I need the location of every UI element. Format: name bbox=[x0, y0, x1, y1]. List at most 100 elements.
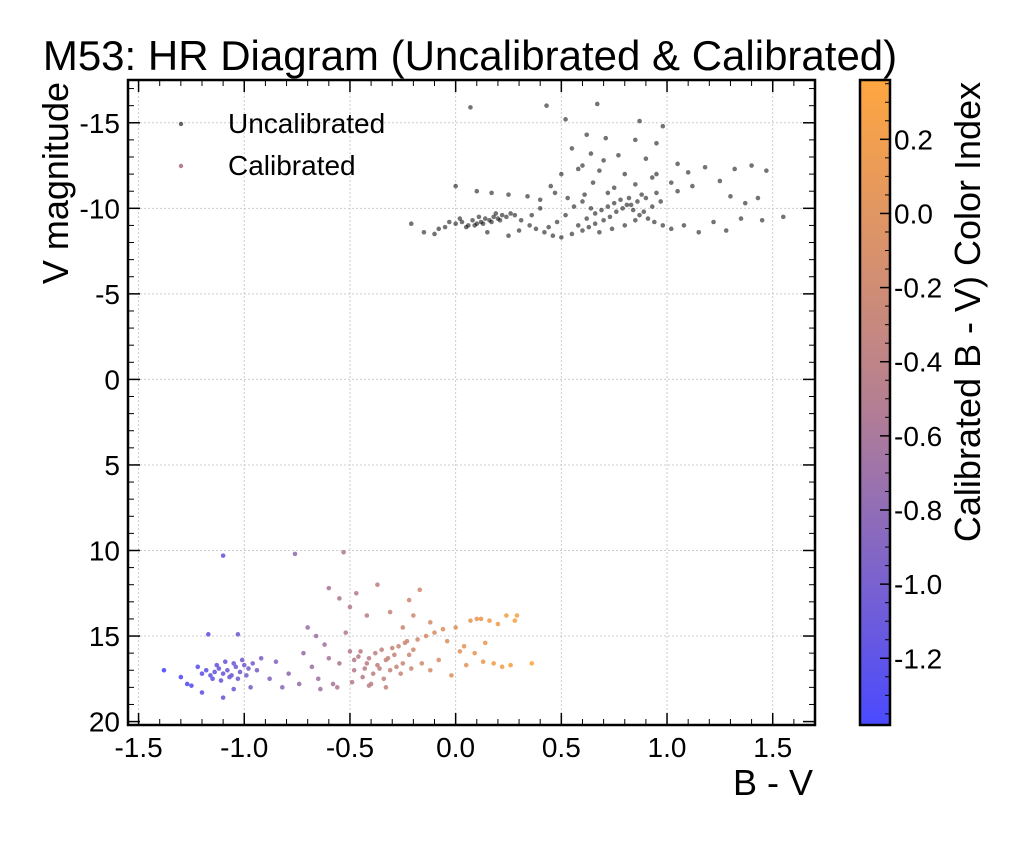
uncalibrated-point bbox=[649, 204, 655, 209]
x-axis-label: B - V bbox=[733, 762, 813, 803]
uncalibrated-point bbox=[605, 204, 611, 209]
uncalibrated-point bbox=[652, 219, 657, 225]
calibrated-point bbox=[415, 637, 420, 642]
calibrated-point bbox=[313, 633, 319, 639]
calibrated-point bbox=[351, 657, 357, 663]
calibrated-point bbox=[241, 662, 247, 668]
calibrated-point bbox=[400, 661, 406, 666]
uncalibrated-point bbox=[491, 214, 496, 220]
colorbar-tick-label: 0.0 bbox=[894, 198, 933, 229]
calibrated-point bbox=[203, 667, 209, 673]
uncalibrated-point bbox=[780, 214, 786, 220]
calibrated-point bbox=[444, 638, 450, 644]
uncalibrated-point bbox=[643, 156, 649, 162]
calibrated-point bbox=[389, 645, 395, 651]
uncalibrated-point bbox=[728, 194, 733, 199]
uncalibrated-point bbox=[421, 229, 427, 235]
calibrated-point bbox=[208, 673, 213, 678]
uncalibrated-point bbox=[485, 229, 490, 235]
uncalibrated-point bbox=[518, 217, 524, 223]
calibrated-point bbox=[334, 685, 340, 690]
calibrated-point bbox=[309, 664, 315, 670]
calibrated-point bbox=[396, 643, 401, 649]
uncalibrated-point bbox=[493, 211, 499, 216]
legend-marker-calibrated bbox=[178, 163, 184, 169]
uncalibrated-point bbox=[611, 185, 617, 191]
calibrated-point bbox=[400, 625, 406, 630]
uncalibrated-point bbox=[586, 224, 592, 230]
calibrated-point bbox=[216, 666, 222, 671]
calibrated-point bbox=[220, 695, 226, 700]
uncalibrated-point bbox=[559, 235, 564, 240]
uncalibrated-point bbox=[565, 195, 570, 201]
calibrated-point bbox=[326, 585, 332, 591]
calibrated-point bbox=[356, 654, 361, 659]
calibrated-point bbox=[218, 678, 224, 683]
uncalibrated-point bbox=[508, 211, 513, 216]
calibrated-point bbox=[273, 659, 279, 664]
uncalibrated-point bbox=[436, 226, 442, 232]
uncalibrated-point bbox=[590, 180, 596, 185]
uncalibrated-point bbox=[499, 212, 505, 218]
calibrated-point bbox=[343, 630, 349, 635]
calibrated-point bbox=[315, 676, 321, 682]
calibrated-point bbox=[482, 640, 488, 646]
uncalibrated-point bbox=[597, 168, 602, 173]
calibrated-point bbox=[453, 625, 458, 630]
uncalibrated-point bbox=[622, 223, 628, 228]
calibrated-point bbox=[364, 613, 370, 618]
uncalibrated-point bbox=[738, 216, 744, 221]
calibrated-point bbox=[362, 666, 368, 671]
calibrated-point bbox=[364, 661, 370, 666]
calibrated-point bbox=[427, 620, 433, 625]
uncalibrated-point bbox=[641, 209, 647, 215]
uncalibrated-point bbox=[605, 190, 611, 196]
uncalibrated-point bbox=[633, 217, 638, 223]
uncalibrated-point bbox=[594, 101, 600, 107]
uncalibrated-point bbox=[601, 217, 606, 223]
calibrated-point bbox=[436, 657, 442, 663]
calibrated-point bbox=[408, 666, 414, 671]
calibrated-point bbox=[514, 613, 520, 618]
uncalibrated-point bbox=[584, 132, 590, 138]
uncalibrated-point bbox=[463, 224, 469, 230]
colorbar-tick-label: -0.4 bbox=[894, 347, 942, 378]
calibrated-point bbox=[381, 676, 387, 682]
uncalibrated-point bbox=[599, 207, 604, 213]
calibrated-point bbox=[235, 676, 241, 682]
y-tick-label: 5 bbox=[104, 450, 120, 481]
legend-label-calibrated: Calibrated bbox=[228, 150, 356, 181]
calibrated-point bbox=[301, 650, 306, 656]
calibrated-point bbox=[258, 655, 264, 661]
calibrated-point bbox=[292, 551, 298, 557]
uncalibrated-point bbox=[609, 226, 615, 232]
uncalibrated-point bbox=[668, 180, 674, 185]
uncalibrated-point bbox=[607, 214, 613, 220]
uncalibrated-point bbox=[480, 221, 486, 227]
colorbar-tick-label: -1.2 bbox=[894, 643, 942, 674]
colorbar-gradient bbox=[858, 78, 892, 727]
calibrated-point bbox=[353, 590, 359, 596]
uncalibrated-point bbox=[537, 206, 543, 211]
calibrated-point bbox=[212, 669, 217, 675]
calibrated-point bbox=[199, 690, 205, 695]
calibrated-point bbox=[337, 661, 342, 666]
uncalibrated-point bbox=[601, 158, 606, 163]
calibrated-point bbox=[495, 621, 501, 627]
calibrated-point bbox=[351, 667, 357, 673]
x-tick-label: -1.0 bbox=[220, 732, 268, 763]
calibrated-point bbox=[227, 674, 232, 680]
calibrated-point bbox=[487, 618, 492, 623]
uncalibrated-point bbox=[588, 151, 594, 156]
calibrated-point bbox=[178, 674, 184, 680]
calibrated-point bbox=[373, 650, 378, 656]
calibrated-point bbox=[244, 673, 249, 678]
uncalibrated-point bbox=[537, 197, 543, 203]
uncalibrated-point bbox=[654, 171, 659, 177]
calibrated-point bbox=[508, 662, 513, 668]
calibrated-point bbox=[254, 667, 260, 673]
uncalibrated-point bbox=[690, 183, 695, 189]
calibrated-point bbox=[504, 613, 509, 618]
uncalibrated-point bbox=[580, 163, 585, 168]
calibrated-point bbox=[423, 633, 429, 639]
